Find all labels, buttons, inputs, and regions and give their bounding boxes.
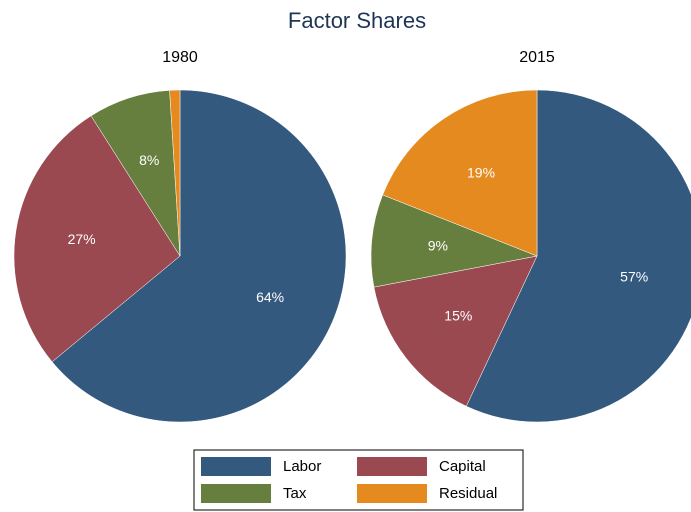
pie-slice [13,115,181,363]
chart-title: Factor Shares [288,8,426,33]
legend-swatch [357,457,427,476]
legend-swatch [201,457,271,476]
pie-slice [382,89,538,257]
pie-slice [370,194,538,288]
pie-title: 2015 [519,49,555,66]
slice-label: 15% [444,308,472,324]
pie-slice [51,89,347,423]
slice-label: 19% [467,164,495,180]
legend-label: Labor [283,458,321,475]
pie-slice [169,89,181,257]
slice-label: 64% [256,289,284,305]
legend-label: Capital [439,458,486,475]
slice-label: 27% [68,231,96,247]
pie-title: 1980 [162,49,198,66]
slice-label: 8% [139,152,159,168]
slice-label: 9% [428,237,448,253]
slice-label: 57% [620,268,648,284]
legend-label: Residual [439,485,497,502]
pie-slice [373,255,538,407]
pie-slice [465,89,691,423]
legend-swatch [357,484,427,503]
legend-label: Tax [283,485,307,502]
legend-swatch [201,484,271,503]
